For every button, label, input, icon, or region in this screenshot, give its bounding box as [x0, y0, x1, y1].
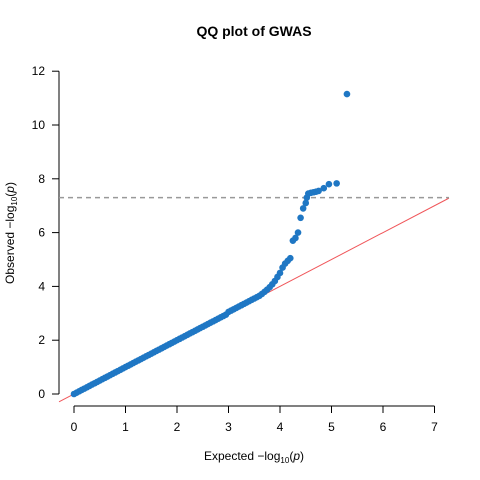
data-point	[302, 199, 310, 207]
x-tick-label: 3	[225, 420, 232, 434]
x-tick-label: 5	[328, 420, 335, 434]
x-axis: 0 1 2 3 4 5 6 7	[71, 405, 438, 434]
y-tick-label: 2	[38, 333, 45, 347]
x-tick-label: 4	[277, 420, 284, 434]
y-axis-label: Observed −log10(p)	[3, 182, 19, 284]
data-point	[299, 205, 307, 212]
x-tick-label: 0	[71, 420, 78, 434]
y-tick-label: 6	[38, 226, 45, 240]
y-tick-label: 8	[38, 172, 45, 186]
x-tick-label: 6	[380, 420, 387, 434]
data-point	[325, 180, 333, 188]
data-point	[294, 229, 302, 236]
data-point	[287, 254, 294, 262]
data-point	[333, 180, 340, 187]
y-tick-label: 0	[38, 387, 45, 401]
x-tick-label: 7	[431, 420, 438, 434]
data-point	[320, 184, 328, 192]
y-axis: 0 2 4 6 8 10 12	[32, 64, 60, 401]
y-tick-label: 4	[38, 279, 45, 293]
data-point	[315, 187, 322, 195]
y-tick-label: 10	[32, 118, 46, 132]
data-point	[276, 269, 284, 277]
x-tick-label: 1	[122, 420, 129, 434]
y-tick-label: 12	[32, 64, 46, 78]
data-points	[70, 90, 351, 398]
chart-title: QQ plot of GWAS	[196, 23, 311, 39]
data-point	[297, 214, 304, 222]
x-axis-label: Expected −log10(p)	[204, 449, 304, 465]
data-point	[292, 234, 299, 242]
x-tick-label: 2	[174, 420, 181, 434]
data-point	[343, 90, 351, 98]
